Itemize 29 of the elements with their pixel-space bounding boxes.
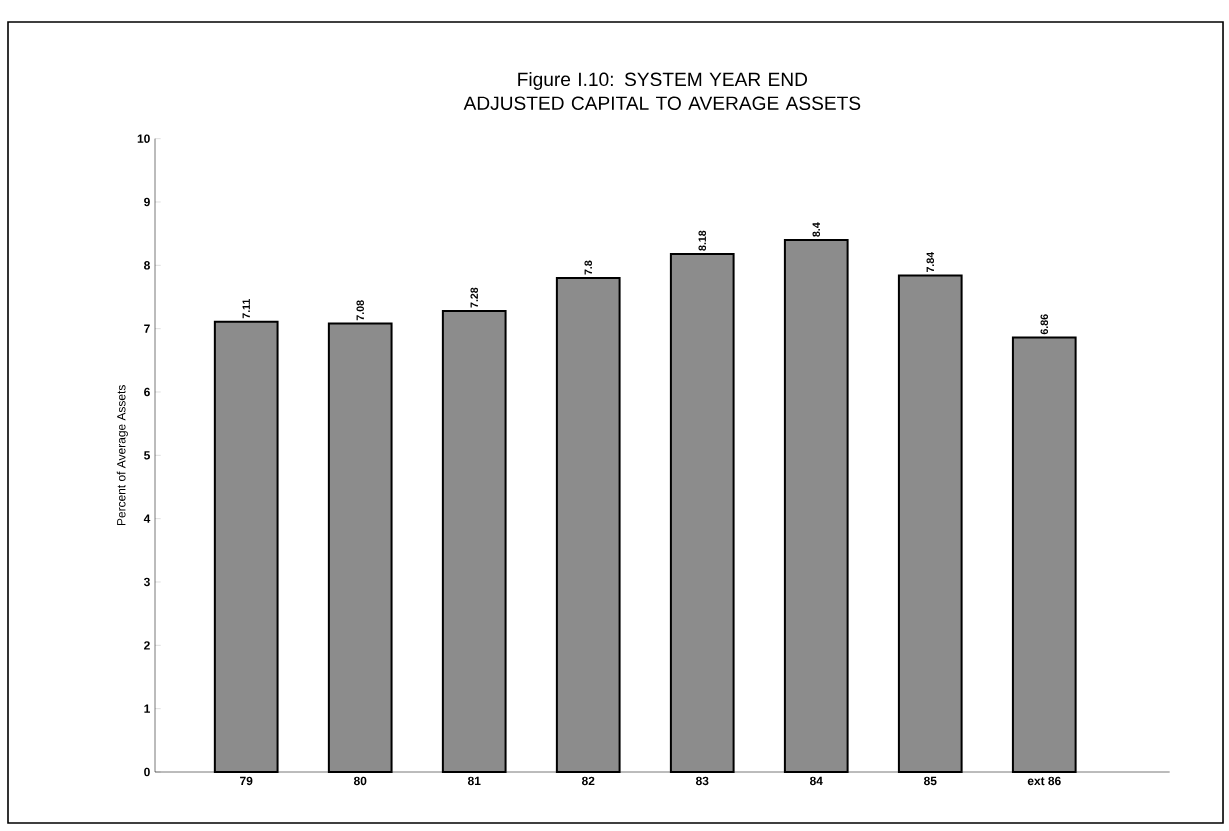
x-tick-label: 80 bbox=[353, 776, 367, 786]
y-tick-label: 3 bbox=[143, 577, 150, 587]
y-tick-label: 0 bbox=[144, 767, 150, 777]
y-tick-label: 6 bbox=[144, 387, 150, 397]
data-label: 6.86 bbox=[1040, 314, 1049, 335]
x-tick-label: ext 86 bbox=[1027, 776, 1061, 786]
y-tick-label: 7 bbox=[144, 324, 150, 333]
data-label: 7.28 bbox=[470, 287, 478, 308]
y-tick-label: 5 bbox=[144, 451, 150, 460]
y-tick-label: 8 bbox=[144, 261, 150, 270]
y-axis-title: Percent of Average Assets bbox=[116, 385, 128, 526]
chart-title: Figure I.10: SYSTEM YEAR END ADJUSTED CAPITAL TO AVERAGE ASSETS bbox=[463, 72, 861, 110]
x-tick-label: 85 bbox=[923, 776, 937, 786]
data-label: 8.18 bbox=[698, 230, 707, 251]
x-tick-label: 79 bbox=[240, 776, 253, 786]
y-tick-label: 4 bbox=[143, 514, 151, 523]
y-tick-label: 1 bbox=[144, 704, 150, 713]
data-label: 7.8 bbox=[584, 260, 592, 275]
x-tick-label: 84 bbox=[809, 776, 823, 786]
y-tick-label: 9 bbox=[144, 197, 150, 207]
data-label: 7.11 bbox=[242, 298, 250, 319]
x-tick-label: 82 bbox=[581, 776, 595, 786]
data-label: 7.84 bbox=[926, 251, 935, 273]
y-tick-label: 10 bbox=[137, 134, 150, 143]
x-tick-label: 81 bbox=[467, 776, 481, 786]
y-tick-label: 2 bbox=[144, 641, 150, 650]
data-label: 7.08 bbox=[356, 300, 364, 321]
x-tick-label: 83 bbox=[695, 776, 709, 786]
data-label: 8.4 bbox=[812, 222, 821, 237]
